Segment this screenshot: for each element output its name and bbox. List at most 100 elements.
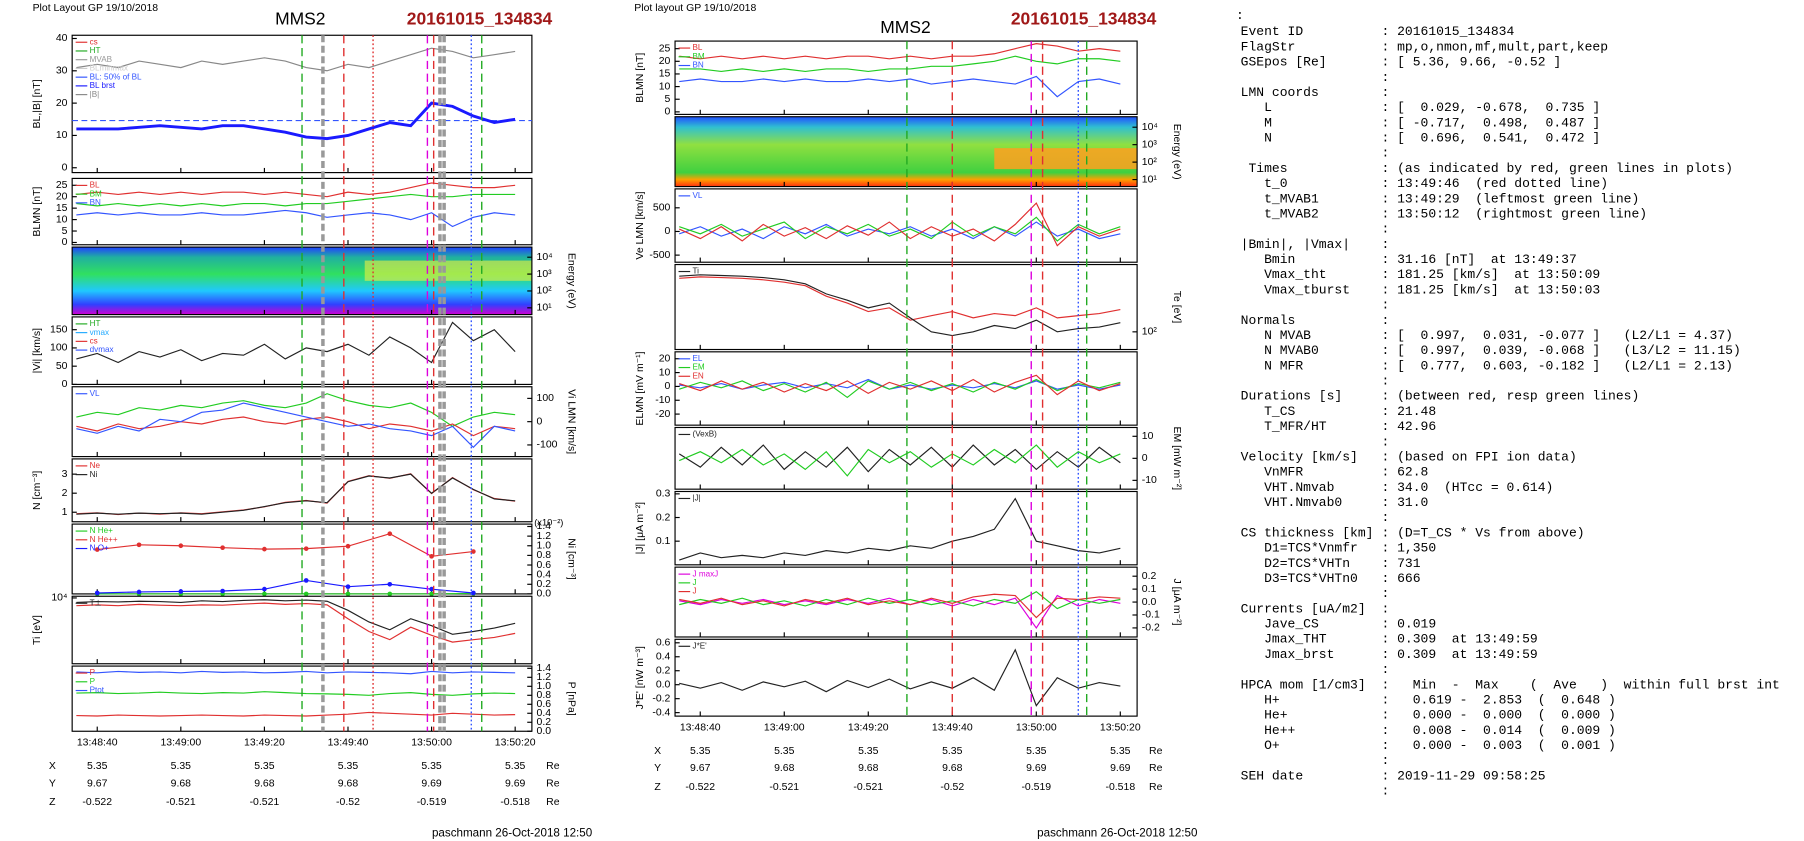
- info-value: : 31.0: [1382, 495, 1429, 510]
- info-value: : (between red, resp green lines): [1382, 389, 1640, 404]
- series-line: [679, 497, 1121, 561]
- series-point: [471, 549, 476, 554]
- y-axis-label: ELMN [mV m⁻¹]: [635, 351, 646, 425]
- info-value: : 0.008 - 0.014 ( 0.009 ): [1382, 723, 1616, 738]
- info-value: : 62.8: [1382, 465, 1429, 480]
- y-tick-label: 0.2: [1142, 571, 1157, 582]
- y-tick-label: 10: [56, 214, 68, 225]
- info-label: Jmax_THT: [1241, 632, 1327, 647]
- legend-label: BL brst: [90, 81, 116, 90]
- position-value: -0.518: [1105, 782, 1135, 793]
- panel-frame: [674, 426, 1138, 490]
- position-value: 9.68: [338, 778, 359, 789]
- position-value: 5.35: [505, 761, 526, 772]
- position-value: 5.35: [338, 761, 359, 772]
- series-point: [345, 584, 351, 590]
- series-line: [76, 402, 516, 449]
- series-line: [76, 321, 516, 364]
- y-axis-label: EM [mW m⁻²]: [1171, 426, 1182, 490]
- legend-label: BL: [693, 43, 703, 52]
- y-tick-label: 10¹: [537, 303, 553, 314]
- y-tick-label: 10²: [1142, 157, 1158, 168]
- series-line: [678, 202, 1121, 247]
- position-unit: Re: [546, 778, 560, 789]
- info-value: :: [1382, 85, 1390, 100]
- info-label: GSEpos [Re]: [1241, 55, 1327, 70]
- info-label: FlagStr: [1241, 39, 1296, 54]
- y-tick-label: 0: [62, 379, 68, 390]
- series-point: [94, 590, 100, 596]
- info-text: :: [1382, 753, 1390, 768]
- plot-title: MMS2: [275, 9, 325, 29]
- y-tick-label: 10⁴: [51, 593, 67, 604]
- y-tick-label: 1: [62, 507, 68, 518]
- info-label: D1=TCS*Vnmfr: [1241, 541, 1358, 556]
- position-value: -0.522: [82, 797, 112, 808]
- info-value: : 34.0 (HTcc = 0.614): [1382, 480, 1554, 495]
- x-tick-label: 13:50:20: [495, 738, 536, 749]
- info-value: : (based on FPI ion data): [1382, 449, 1577, 464]
- y-tick-label: 10: [659, 367, 671, 378]
- info-label: M: [1241, 115, 1272, 130]
- y-axis-label: P [nPa]: [566, 682, 577, 716]
- info-value: : 0.309 at 13:49:59: [1382, 632, 1538, 647]
- panel-frame: [674, 638, 1138, 717]
- legend-label: N He++: [90, 535, 118, 544]
- y-tick-label: -100: [537, 440, 558, 451]
- position-value: 9.68: [254, 778, 275, 789]
- series-line: [679, 444, 1121, 477]
- x-tick-label: 13:48:40: [680, 723, 721, 734]
- position-value: 9.68: [774, 763, 795, 774]
- legend-label: HT: [90, 46, 101, 55]
- info-label: N MVAB0: [1241, 343, 1319, 358]
- info-value: : 20161015_134834: [1382, 24, 1515, 39]
- x-tick-label: 13:49:40: [328, 738, 369, 749]
- position-value: 5.35: [690, 746, 711, 757]
- series-point: [178, 543, 184, 549]
- legend-label: VL: [693, 191, 703, 200]
- info-value: : [ 0.696, 0.541, 0.472 ]: [1382, 131, 1601, 146]
- position-value: 9.69: [1026, 763, 1047, 774]
- panel-frame: [674, 40, 1138, 115]
- legend-label: Ptot: [90, 686, 105, 695]
- legend-label: cs: [90, 337, 98, 346]
- position-label: Y: [49, 778, 56, 789]
- legend-label: |B|: [90, 90, 100, 99]
- y-tick-label: 0: [62, 163, 68, 174]
- info-label: VHT.Nmvab0: [1241, 495, 1343, 510]
- position-value: 5.35: [774, 746, 795, 757]
- position-label: X: [49, 761, 56, 772]
- legend-label: |J|: [693, 494, 701, 503]
- y-axis-label: |Vi| [km/s]: [32, 328, 43, 373]
- y-tick-label: 0.0: [656, 679, 671, 690]
- y-tick-label: 10: [56, 130, 68, 141]
- panel-frame: [674, 116, 1138, 188]
- series-line: [97, 533, 474, 557]
- y-tick-label: 0.3: [656, 489, 671, 500]
- series-line: [76, 416, 516, 437]
- footer: paschmann 26-Oct-2018 12:50: [1037, 827, 1198, 840]
- position-value: 5.35: [942, 746, 963, 757]
- series-line: [679, 75, 1121, 98]
- y-tick-label: 5: [665, 94, 671, 105]
- series-line: [678, 444, 1121, 473]
- info-text: :: [1382, 298, 1390, 313]
- series-point: [303, 546, 309, 551]
- y-tick-label: 0.2: [656, 512, 671, 523]
- y-axis-label: N [cm⁻³]: [32, 471, 43, 510]
- info-text: :: [1382, 662, 1390, 677]
- series-line: [76, 393, 516, 427]
- x-tick-label: 13:50:00: [411, 738, 452, 749]
- info-label: Times: [1241, 161, 1288, 176]
- info-value: : [ 5.36, 9.66, -0.52 ]: [1382, 55, 1562, 70]
- info-label: |Bmin|, |Vmax|: [1241, 237, 1350, 252]
- legend-label: cs: [90, 37, 98, 46]
- y-tick-label: 0: [665, 107, 671, 118]
- legend-label: J: [693, 587, 697, 596]
- info-label: He++: [1241, 723, 1296, 738]
- series-point: [387, 581, 393, 587]
- position-value: 5.35: [254, 761, 275, 772]
- info-value: : 31.16 [nT] at 13:49:37: [1382, 252, 1577, 267]
- x-tick-label: 13:49:00: [160, 738, 201, 749]
- plot-title: MMS2: [880, 17, 930, 37]
